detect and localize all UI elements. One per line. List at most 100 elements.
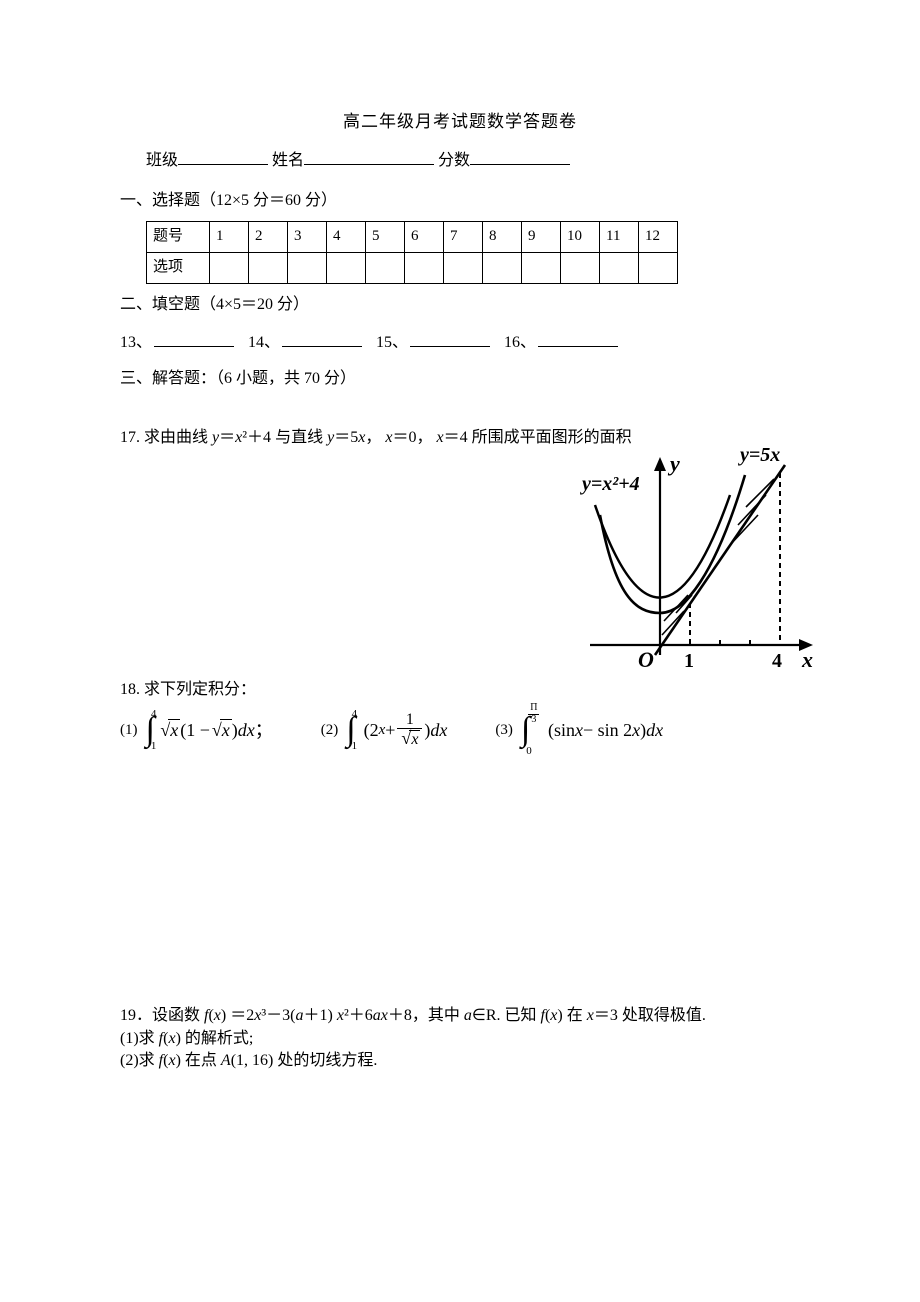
text: 在 bbox=[563, 1007, 587, 1024]
text: 在点 bbox=[181, 1052, 221, 1069]
dx: dx bbox=[238, 718, 255, 743]
q18-part2: (2) ∫ 4 1 (2x + 1 x )dx bbox=[321, 712, 448, 750]
a: a bbox=[464, 1007, 472, 1024]
exp: x bbox=[379, 720, 386, 741]
text: 19．设函数 bbox=[120, 1007, 204, 1024]
fill-blank[interactable] bbox=[538, 330, 618, 347]
fill-blank[interactable] bbox=[410, 330, 490, 347]
mc-answer-cell[interactable] bbox=[444, 252, 483, 283]
mc-col: 4 bbox=[327, 221, 366, 252]
tick-4: 4 bbox=[772, 650, 782, 672]
radicand: x bbox=[409, 730, 420, 748]
question-18: 18. 求下列定积分： (1) ∫ 4 1 x (1 − x)dx ； (2) … bbox=[120, 679, 800, 749]
denominator: x bbox=[397, 729, 422, 749]
mc-col: 3 bbox=[288, 221, 327, 252]
mc-answer-cell[interactable] bbox=[327, 252, 366, 283]
sqrt: x bbox=[210, 718, 232, 743]
x-axis-label: x bbox=[801, 647, 813, 672]
f: f bbox=[159, 1030, 163, 1047]
mc-answer-cell[interactable] bbox=[600, 252, 639, 283]
q17-text: 与直线 bbox=[275, 429, 327, 446]
q18-part1: (1) ∫ 4 1 x (1 − x)dx ； bbox=[120, 713, 273, 747]
text: ＋1) bbox=[304, 1007, 337, 1024]
part-label: (3) bbox=[495, 720, 513, 741]
x: x bbox=[214, 1007, 221, 1024]
text: (1)求 bbox=[120, 1030, 159, 1047]
q17-math: y bbox=[212, 429, 219, 446]
name-label: 姓名 bbox=[272, 152, 304, 169]
radicand: x bbox=[220, 719, 232, 740]
q17-graph: y x O 1 4 bbox=[580, 445, 820, 685]
line-label: y=5x bbox=[738, 445, 780, 466]
f: f bbox=[541, 1007, 545, 1024]
score-label: 分数 bbox=[438, 152, 470, 169]
mc-answer-cell[interactable] bbox=[483, 252, 522, 283]
text: ³－3( bbox=[261, 1007, 295, 1024]
fill-blank[interactable] bbox=[282, 330, 362, 347]
radicand: x bbox=[168, 719, 180, 740]
section3-header: 三、解答题：（6 小题，共 70 分） bbox=[120, 368, 800, 390]
x: x bbox=[587, 1007, 594, 1024]
mc-row2-label: 选项 bbox=[147, 252, 210, 283]
lower-bound: 1 bbox=[151, 740, 157, 752]
q19-line2: (1)求 f(x) 的解析式; bbox=[120, 1028, 800, 1050]
mc-answer-cell[interactable] bbox=[366, 252, 405, 283]
mc-answer-cell[interactable] bbox=[522, 252, 561, 283]
tick-1: 1 bbox=[684, 650, 694, 672]
mc-col: 6 bbox=[405, 221, 444, 252]
mc-col: 7 bbox=[444, 221, 483, 252]
text: ＝3 处取得极值. bbox=[594, 1007, 706, 1024]
mc-answer-cell[interactable] bbox=[639, 252, 678, 283]
dx: dx bbox=[430, 718, 447, 743]
page: 高二年级月考试题数学答题卷 班级 姓名 分数 一、选择题（12×5 分＝60 分… bbox=[0, 0, 920, 1132]
mc-col: 12 bbox=[639, 221, 678, 252]
origin-label: O bbox=[638, 647, 654, 672]
section2-header: 二、填空题（4×5＝20 分） bbox=[120, 294, 800, 316]
class-blank[interactable] bbox=[178, 148, 268, 165]
mc-col: 8 bbox=[483, 221, 522, 252]
mc-table: 题号 1 2 3 4 5 6 7 8 9 10 11 12 选项 bbox=[146, 221, 678, 284]
q17-text: ， bbox=[365, 429, 381, 446]
text: 的解析式; bbox=[181, 1030, 253, 1047]
A: A bbox=[221, 1052, 231, 1069]
mc-col: 2 bbox=[249, 221, 288, 252]
mc-answer-cell[interactable] bbox=[561, 252, 600, 283]
upper-bound: Π 3 bbox=[526, 703, 541, 725]
text: ²＋6 bbox=[344, 1007, 373, 1024]
mc-row1-label: 题号 bbox=[147, 221, 210, 252]
mc-answer-cell[interactable] bbox=[405, 252, 444, 283]
mc-answer-cell[interactable] bbox=[249, 252, 288, 283]
text: ∈R. 已知 bbox=[472, 1007, 541, 1024]
mc-answer-cell[interactable] bbox=[288, 252, 327, 283]
minus: − sin 2 bbox=[583, 718, 632, 743]
x: x bbox=[575, 718, 583, 743]
name-blank[interactable] bbox=[304, 148, 434, 165]
fill-item: 14、 bbox=[248, 334, 280, 351]
q17-math: ²＋4 bbox=[242, 429, 271, 446]
x: x bbox=[381, 1007, 388, 1024]
dx: dx bbox=[646, 718, 663, 743]
x: x bbox=[168, 1030, 175, 1047]
q19-line1: 19．设函数 f(x) ＝2x³－3(a＋1) x²＋6ax＋8，其中 a∈R.… bbox=[120, 1005, 800, 1027]
question-19: 19．设函数 f(x) ＝2x³－3(a＋1) x²＋6ax＋8，其中 a∈R.… bbox=[120, 1005, 800, 1072]
fill-item: 16、 bbox=[504, 334, 536, 351]
fraction: 1 x bbox=[397, 712, 422, 750]
text: (1, 16) 处的切线方程. bbox=[231, 1052, 378, 1069]
table-row: 题号 1 2 3 4 5 6 7 8 9 10 11 12 bbox=[147, 221, 678, 252]
mc-answer-cell[interactable] bbox=[210, 252, 249, 283]
a: a bbox=[373, 1007, 381, 1024]
fill-blank[interactable] bbox=[154, 330, 234, 347]
base: 2 bbox=[370, 718, 379, 743]
q18-integrals: (1) ∫ 4 1 x (1 − x)dx ； (2) ∫ 4 1 (2x + bbox=[120, 712, 800, 750]
mc-col: 11 bbox=[600, 221, 639, 252]
upper-bound: 4 bbox=[151, 708, 157, 720]
q17-math: x bbox=[436, 429, 443, 446]
f: f bbox=[159, 1052, 163, 1069]
q17-math: ＝0， bbox=[392, 429, 432, 446]
q17-text: 17. 求由曲线 bbox=[120, 429, 212, 446]
section1-header: 一、选择题（12×5 分＝60 分） bbox=[120, 190, 800, 212]
semicolon: ； bbox=[255, 718, 273, 743]
score-blank[interactable] bbox=[470, 148, 570, 165]
sin: sin bbox=[554, 718, 575, 743]
part-label: (1) bbox=[120, 720, 138, 741]
